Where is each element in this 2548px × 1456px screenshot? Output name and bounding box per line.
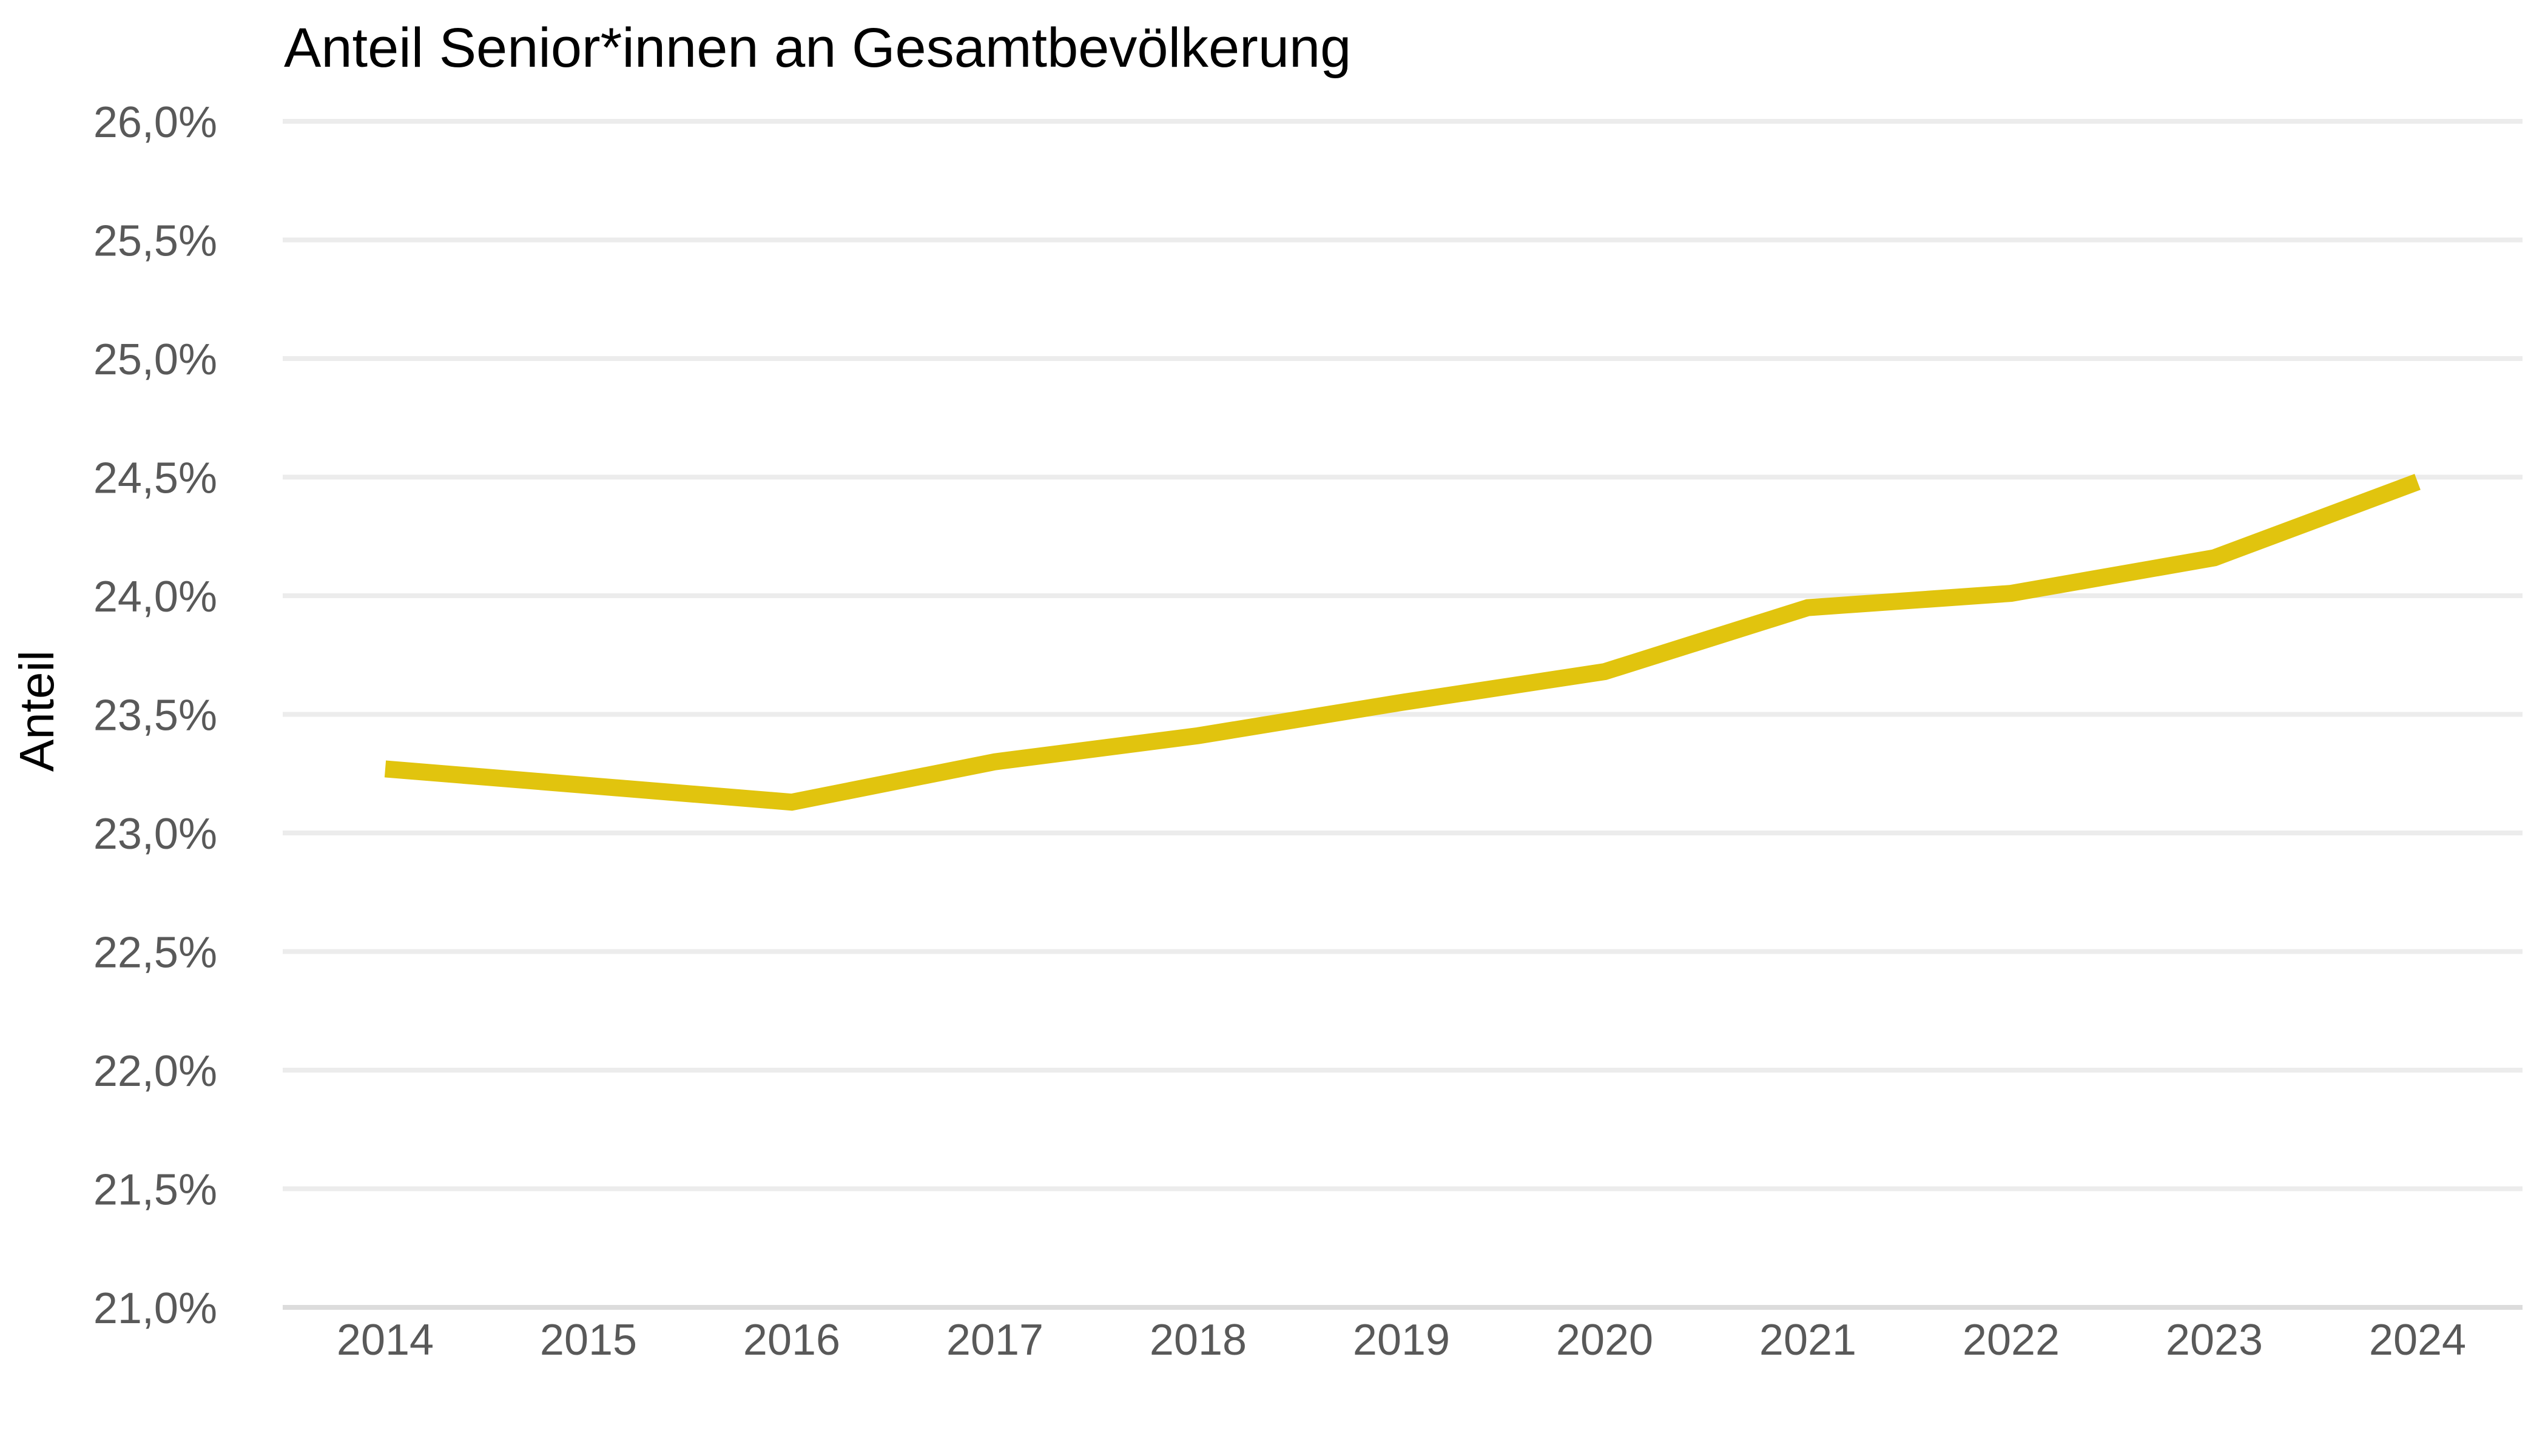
gridlines xyxy=(283,119,2523,1310)
y-tick-label: 21,0% xyxy=(93,1284,217,1333)
x-tick-label: 2023 xyxy=(2166,1316,2263,1364)
x-tick-label: 2020 xyxy=(1556,1316,1653,1364)
x-tick-label: 2022 xyxy=(1963,1316,2060,1364)
data-series-line xyxy=(384,474,2421,811)
x-tick-label: 2017 xyxy=(946,1316,1043,1364)
y-tick-label: 25,5% xyxy=(93,217,217,266)
x-tick-label: 2014 xyxy=(337,1316,434,1364)
y-tick-label: 24,0% xyxy=(93,573,217,621)
y-tick-label: 25,0% xyxy=(93,335,217,384)
y-tick-label: 26,0% xyxy=(93,98,217,147)
x-tick-label: 2015 xyxy=(540,1316,637,1364)
y-tick-label: 24,5% xyxy=(93,454,217,503)
y-tick-label: 21,5% xyxy=(93,1166,217,1215)
x-tick-label: 2024 xyxy=(2369,1316,2466,1364)
y-tick-label: 22,0% xyxy=(93,1047,217,1096)
y-axis-tick-labels: 26,0% 25,5% 25,0% 24,5% 24,0% 23,5% 23,0% 22,5%… xyxy=(93,98,217,1333)
x-tick-label: 2018 xyxy=(1150,1316,1247,1364)
y-tick-label: 23,0% xyxy=(93,810,217,858)
x-tick-label: 2019 xyxy=(1353,1316,1450,1364)
y-tick-label: 23,5% xyxy=(93,692,217,740)
x-tick-label: 2016 xyxy=(743,1316,840,1364)
x-tick-label: 2021 xyxy=(1759,1316,1856,1364)
chart-title: Anteil Senior*innen an Gesamtbevölkerung xyxy=(284,17,1351,79)
y-tick-label: 22,5% xyxy=(93,929,217,977)
y-axis-title: Anteil xyxy=(10,650,64,772)
x-axis-tick-labels: 2014 2015 2016 2017 2018 2019 2020 2021 2022 2023… xyxy=(337,1316,2466,1364)
